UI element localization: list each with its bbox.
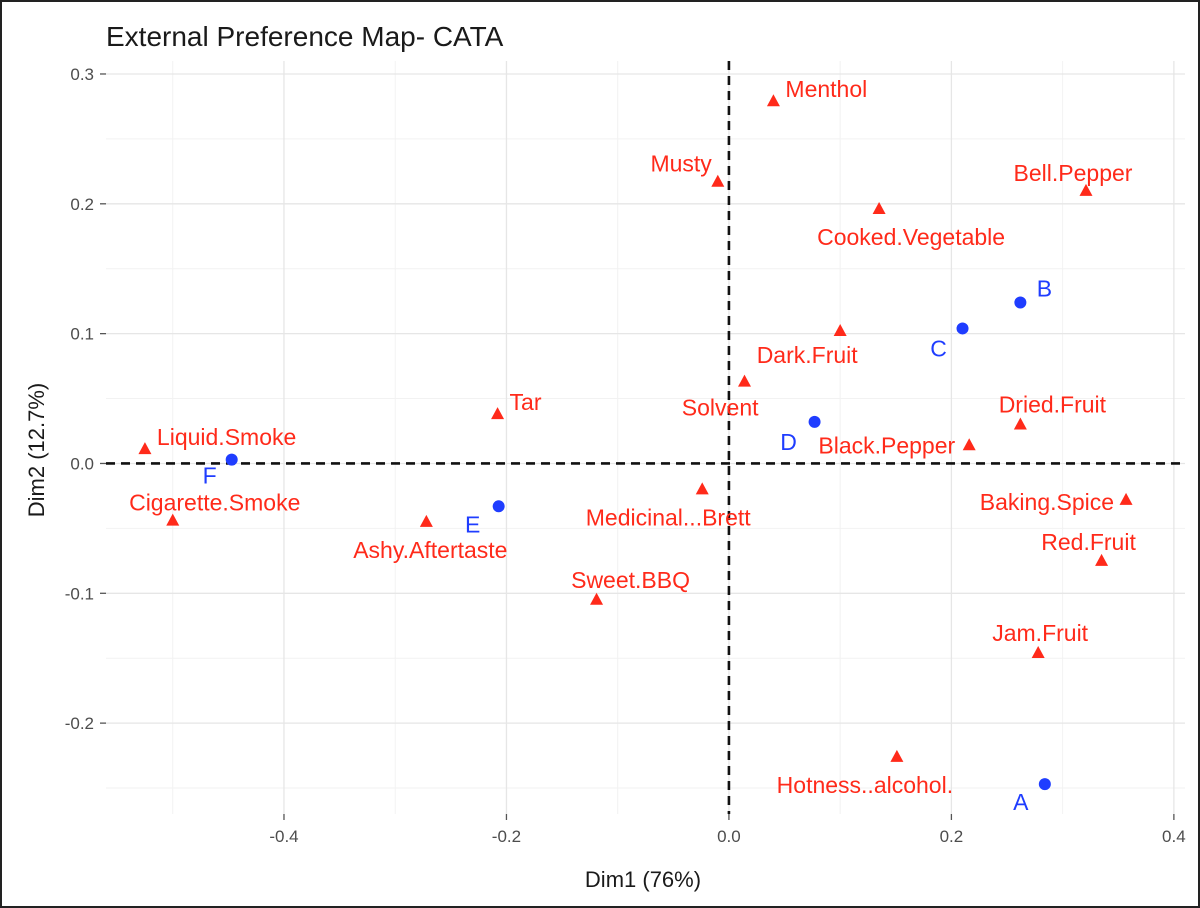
attribute-label: Liquid.Smoke — [157, 424, 296, 450]
attribute-label: Red.Fruit — [1041, 529, 1136, 555]
attribute-triangle-solvent — [738, 374, 752, 387]
x-tick-label: 0.0 — [717, 827, 741, 846]
attribute-triangle-medicinal-brett — [695, 482, 709, 495]
attribute-triangle-red-fruit — [1095, 553, 1109, 566]
product-point-b — [1014, 296, 1027, 309]
point-labels: Menthol Musty Bell.Pepper Cooked.Vegetable D… — [129, 76, 1136, 815]
y-tick-label: 0.3 — [70, 65, 94, 84]
product-label-f: F — [203, 463, 217, 489]
x-tick-label: 0.2 — [940, 827, 964, 846]
attribute-label: Bell.Pepper — [1014, 160, 1133, 186]
attribute-label: Ashy.Aftertaste — [353, 537, 507, 563]
attribute-triangle-sweet-bbq — [590, 592, 604, 605]
attribute-triangle-cigarette-smoke — [166, 513, 180, 526]
product-label-c: C — [930, 335, 947, 361]
y-tick-label: -0.2 — [65, 714, 94, 733]
attribute-triangle-ashy-aftertaste — [419, 514, 433, 527]
attribute-triangle-menthol — [766, 94, 780, 107]
attribute-label: Musty — [650, 151, 712, 177]
product-point-a — [1038, 778, 1051, 791]
attribute-label: Cooked.Vegetable — [817, 224, 1005, 250]
attribute-label: Solvent — [682, 395, 759, 421]
product-point-c — [956, 322, 969, 335]
y-axis-title: Dim2 (12.7%) — [24, 383, 49, 517]
x-tick-label: 0.4 — [1162, 827, 1186, 846]
attribute-label: Sweet.BBQ — [571, 567, 690, 593]
attribute-label: Menthol — [785, 76, 867, 102]
product-point-d — [808, 415, 821, 428]
product-label-e: E — [465, 511, 480, 537]
y-tick-label: 0.0 — [70, 454, 94, 473]
attribute-triangle-dark-fruit — [833, 324, 847, 337]
attribute-triangle-black-pepper — [962, 438, 976, 451]
attribute-label: Baking.Spice — [980, 489, 1114, 515]
attribute-label: Dried.Fruit — [999, 392, 1107, 418]
attribute-triangle-tar — [491, 407, 505, 420]
attribute-label: Black.Pepper — [818, 432, 955, 458]
product-label-a: A — [1013, 789, 1029, 815]
y-tick-label: 0.2 — [70, 195, 94, 214]
x-tick-label: -0.2 — [492, 827, 521, 846]
attribute-label: Medicinal...Brett — [586, 504, 752, 530]
attribute-triangle-liquid-smoke — [138, 442, 152, 455]
product-point-f — [225, 453, 238, 466]
attribute-triangle-baking-spice — [1119, 492, 1133, 505]
attribute-label: Jam.Fruit — [992, 620, 1088, 646]
attribute-triangle-musty — [711, 174, 725, 187]
chart-title: External Preference Map- CATA — [106, 21, 504, 52]
attribute-triangle-jam-fruit — [1031, 646, 1045, 659]
axis-ticks: -0.4 -0.2 0.0 0.2 0.4 -0.2 -0.1 0.0 0.1 0.2 0.3 — [65, 65, 1186, 846]
x-axis-title: Dim1 (76%) — [585, 867, 701, 892]
attribute-label: Tar — [510, 389, 542, 415]
x-tick-label: -0.4 — [269, 827, 298, 846]
minor-gridlines — [106, 61, 1185, 814]
attribute-label: Cigarette.Smoke — [129, 490, 300, 516]
y-tick-label: -0.1 — [65, 584, 94, 603]
attribute-triangle-bell-pepper — [1079, 183, 1093, 196]
attribute-triangle-dried-fruit — [1013, 417, 1027, 430]
data-marks — [138, 94, 1133, 791]
reference-lines — [106, 61, 1185, 814]
product-label-b: B — [1037, 275, 1052, 301]
attribute-label: Dark.Fruit — [757, 342, 859, 368]
product-label-d: D — [780, 429, 797, 455]
attribute-label: Hotness..alcohol. — [777, 772, 953, 798]
y-tick-label: 0.1 — [70, 325, 94, 344]
attribute-triangle-cooked-vegetable — [872, 202, 886, 215]
product-point-e — [492, 500, 505, 513]
attribute-triangle-hotness-alcohol — [890, 749, 904, 762]
